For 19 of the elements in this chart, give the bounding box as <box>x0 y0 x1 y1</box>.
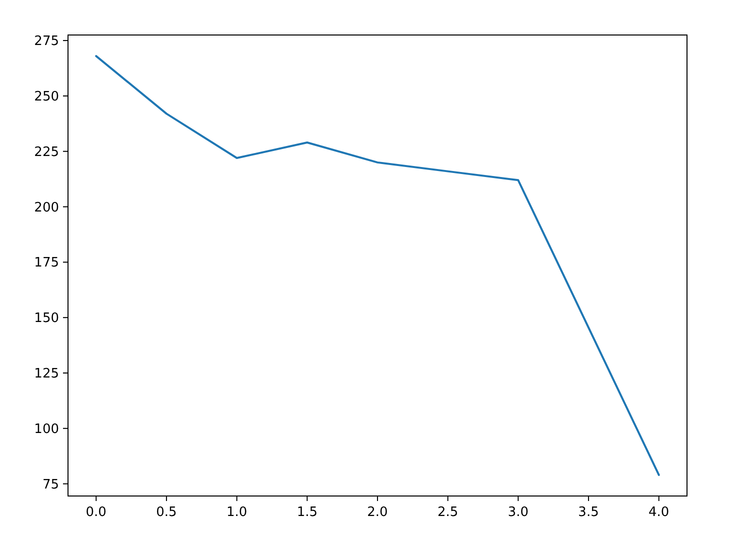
x-tick-label: 0.5 <box>156 505 177 520</box>
x-tick-label: 4.0 <box>648 505 670 520</box>
y-tick-label: 250 <box>34 90 59 104</box>
y-tick-label: 275 <box>34 34 59 50</box>
y-tick-label: 200 <box>34 200 59 216</box>
y-tick-label: 225 <box>34 144 59 160</box>
y-tick-label: 150 <box>34 311 59 326</box>
x-tick-label: 1.0 <box>226 505 248 520</box>
y-tick-label: 175 <box>34 256 59 271</box>
x-tick-label: 1.5 <box>296 505 318 520</box>
x-tick-label: 2.5 <box>437 505 458 520</box>
x-tick-label: 3.0 <box>508 505 529 520</box>
x-tick-label: 3.5 <box>578 505 599 520</box>
y-tick-label: 75 <box>42 477 59 492</box>
x-tick-label: 0.0 <box>86 505 106 520</box>
y-tick-label: 100 <box>34 422 59 437</box>
y-tick-label: 125 <box>34 366 59 382</box>
x-tick-label: 2.0 <box>367 505 388 520</box>
line-series <box>95 55 660 476</box>
